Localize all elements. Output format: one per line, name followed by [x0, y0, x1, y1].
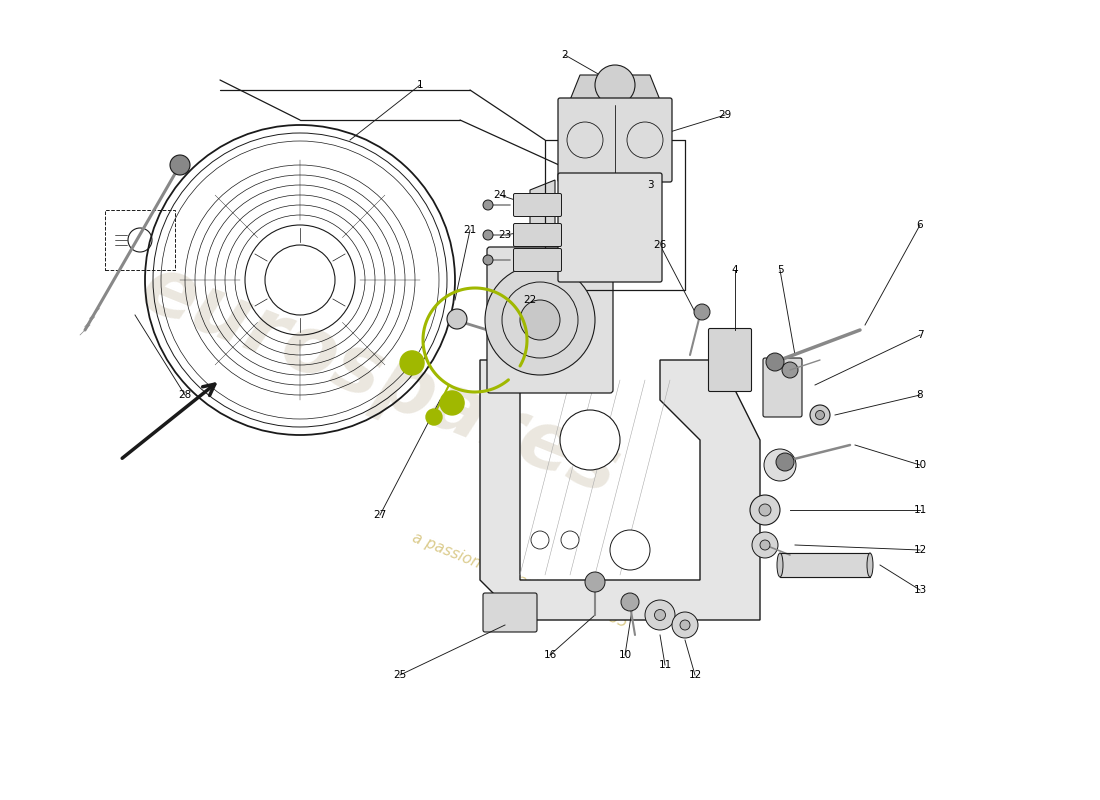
- Circle shape: [776, 453, 794, 471]
- Text: 26: 26: [653, 240, 667, 250]
- Text: 11: 11: [913, 505, 926, 515]
- Text: 2: 2: [562, 50, 569, 60]
- Polygon shape: [530, 180, 556, 245]
- Text: 3: 3: [647, 180, 653, 190]
- Text: 4: 4: [732, 265, 738, 275]
- Text: 5: 5: [777, 265, 783, 275]
- Circle shape: [595, 65, 635, 105]
- Circle shape: [531, 531, 549, 549]
- Circle shape: [585, 572, 605, 592]
- Text: 28: 28: [178, 390, 191, 400]
- Circle shape: [760, 540, 770, 550]
- Polygon shape: [480, 360, 760, 620]
- Text: 23: 23: [498, 230, 512, 240]
- Circle shape: [810, 405, 830, 425]
- Text: 6: 6: [916, 220, 923, 230]
- Text: 7: 7: [916, 330, 923, 340]
- Circle shape: [750, 495, 780, 525]
- Text: 10: 10: [618, 650, 631, 660]
- Circle shape: [782, 362, 797, 378]
- Text: 13: 13: [913, 585, 926, 595]
- Circle shape: [508, 331, 528, 351]
- Circle shape: [621, 593, 639, 611]
- Circle shape: [483, 200, 493, 210]
- Circle shape: [560, 410, 620, 470]
- Circle shape: [815, 410, 825, 419]
- Polygon shape: [570, 75, 660, 100]
- Circle shape: [654, 610, 666, 621]
- Circle shape: [610, 530, 650, 570]
- FancyBboxPatch shape: [558, 173, 662, 282]
- Text: 25: 25: [394, 670, 407, 680]
- Circle shape: [759, 504, 771, 516]
- Circle shape: [694, 304, 710, 320]
- Text: eurospares: eurospares: [130, 249, 630, 511]
- Text: 24: 24: [494, 190, 507, 200]
- Circle shape: [485, 265, 595, 375]
- Text: 21: 21: [463, 225, 476, 235]
- Circle shape: [561, 531, 579, 549]
- Circle shape: [764, 449, 796, 481]
- Circle shape: [672, 612, 698, 638]
- FancyBboxPatch shape: [558, 98, 672, 182]
- Text: 8: 8: [916, 390, 923, 400]
- FancyBboxPatch shape: [514, 194, 561, 217]
- Circle shape: [426, 409, 442, 425]
- Text: 11: 11: [659, 660, 672, 670]
- FancyBboxPatch shape: [708, 329, 751, 391]
- Circle shape: [680, 620, 690, 630]
- Circle shape: [483, 230, 493, 240]
- Text: 27: 27: [373, 510, 386, 520]
- FancyBboxPatch shape: [487, 247, 613, 393]
- Ellipse shape: [867, 553, 873, 577]
- Text: 12: 12: [913, 545, 926, 555]
- Circle shape: [520, 300, 560, 340]
- Text: 12: 12: [689, 670, 702, 680]
- Ellipse shape: [777, 553, 783, 577]
- Circle shape: [752, 532, 778, 558]
- Circle shape: [170, 155, 190, 175]
- Circle shape: [645, 600, 675, 630]
- FancyBboxPatch shape: [763, 358, 802, 417]
- Circle shape: [483, 255, 493, 265]
- Text: a passion for parts since 1985: a passion for parts since 1985: [410, 530, 630, 630]
- Circle shape: [766, 353, 784, 371]
- Text: 22: 22: [524, 295, 537, 305]
- Text: 29: 29: [718, 110, 732, 120]
- FancyBboxPatch shape: [483, 593, 537, 632]
- FancyBboxPatch shape: [514, 249, 561, 271]
- Circle shape: [400, 351, 424, 375]
- Text: 16: 16: [543, 650, 557, 660]
- Circle shape: [440, 391, 464, 415]
- Text: 1: 1: [417, 80, 424, 90]
- Circle shape: [447, 309, 468, 329]
- Text: 10: 10: [913, 460, 926, 470]
- FancyBboxPatch shape: [514, 223, 561, 246]
